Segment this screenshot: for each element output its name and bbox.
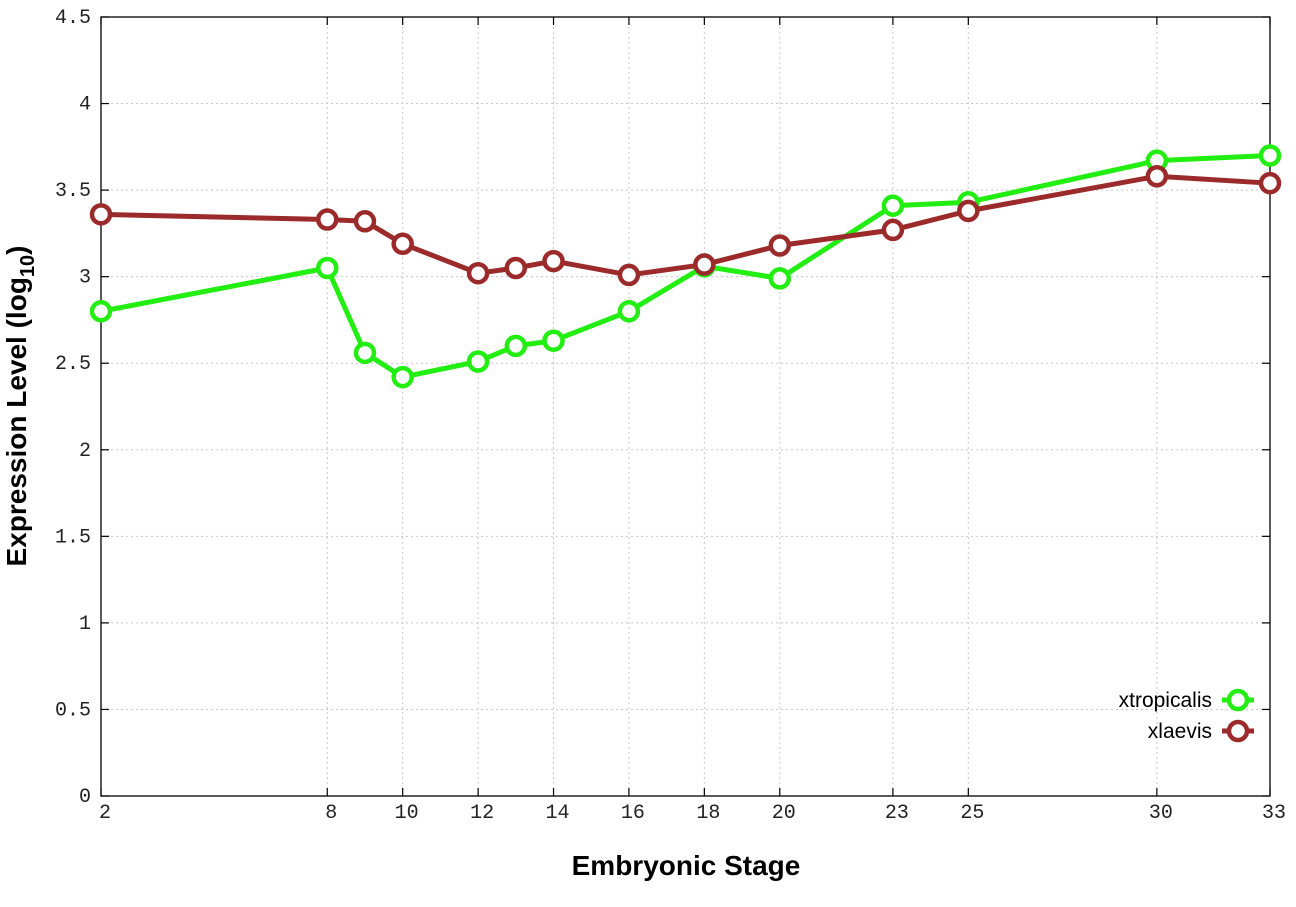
grid-layer	[101, 17, 1270, 796]
data-point-xlaevis	[542, 249, 565, 273]
data-point-xtropicalis	[881, 194, 905, 217]
data-point-xlaevis	[617, 263, 641, 287]
x-tick-label: 12	[470, 802, 494, 825]
x-tick-label: 25	[960, 802, 984, 825]
legend-marker-xlaevis	[1226, 719, 1250, 743]
data-point-xtropicalis	[768, 267, 792, 290]
data-point-xlaevis	[466, 261, 490, 285]
data-point-xtropicalis	[1258, 144, 1282, 167]
y-tick-label: 4.5	[55, 7, 91, 30]
x-tick-label: 18	[696, 802, 720, 825]
x-axis-title: Embryonic Stage	[572, 850, 801, 881]
x-tick-label: 14	[546, 802, 570, 825]
data-point-xtropicalis	[353, 341, 377, 365]
series-layer	[89, 144, 1282, 389]
ticks-layer: 0 0.5 1 1.5 2 2.5 3 3.5 4 4.5 2 8 10 12 14 16 18 20 23 25 30…	[55, 7, 1286, 825]
x-tick-label: 8	[325, 802, 337, 825]
plot-frame	[100, 16, 1271, 797]
legend: xtropicalis xlaevis	[1119, 688, 1254, 743]
data-point-xtropicalis	[542, 329, 565, 352]
data-point-xlaevis	[391, 232, 414, 256]
data-point-xtropicalis	[316, 256, 339, 280]
data-point-xtropicalis	[391, 365, 414, 389]
data-point-xtropicalis	[466, 350, 490, 373]
y-tick-label: 3	[79, 267, 91, 290]
x-tick-label: 16	[621, 802, 645, 825]
y-tick-label: 3.5	[55, 180, 91, 203]
data-point-xlaevis	[1258, 171, 1282, 195]
y-axis-title-close: )	[1, 246, 32, 255]
data-point-xlaevis	[316, 208, 339, 231]
legend-label-xlaevis: xlaevis	[1148, 720, 1212, 743]
y-tick-label: 0	[79, 786, 91, 809]
data-point-xlaevis	[693, 253, 716, 276]
y-axis-title-main: Expression Level (log	[1, 277, 32, 566]
y-tick-label: 2.5	[55, 353, 91, 376]
y-tick-label: 4	[79, 94, 91, 117]
data-point-xtropicalis	[617, 300, 641, 323]
y-tick-label: 0.5	[55, 699, 91, 722]
y-tick-label: 2	[79, 440, 91, 463]
data-point-xlaevis	[353, 210, 377, 233]
x-tick-label: 20	[772, 802, 796, 825]
data-point-xtropicalis	[89, 300, 113, 323]
x-tick-label: 30	[1149, 802, 1173, 825]
x-tick-label: 2	[99, 802, 111, 825]
data-point-xlaevis	[881, 218, 905, 242]
x-tick-label: 33	[1262, 802, 1286, 825]
x-tick-label: 10	[395, 802, 419, 825]
y-axis-title: Expression Level (log10)	[1, 246, 39, 567]
legend-label-xtropicalis: xtropicalis	[1119, 689, 1212, 712]
x-tick-label: 23	[885, 802, 909, 825]
data-point-xlaevis	[504, 256, 528, 280]
legend-marker-xtropicalis	[1226, 688, 1250, 712]
data-point-xlaevis	[1145, 165, 1169, 188]
y-tick-label: 1.5	[55, 526, 91, 549]
data-point-xlaevis	[957, 199, 980, 223]
y-tick-label: 1	[79, 613, 91, 636]
data-point-xlaevis	[768, 234, 792, 257]
data-point-xtropicalis	[504, 334, 528, 358]
data-point-xlaevis	[89, 203, 113, 226]
series-line-xlaevis	[100, 173, 1271, 278]
y-axis-title-subscript: 10	[17, 255, 39, 277]
